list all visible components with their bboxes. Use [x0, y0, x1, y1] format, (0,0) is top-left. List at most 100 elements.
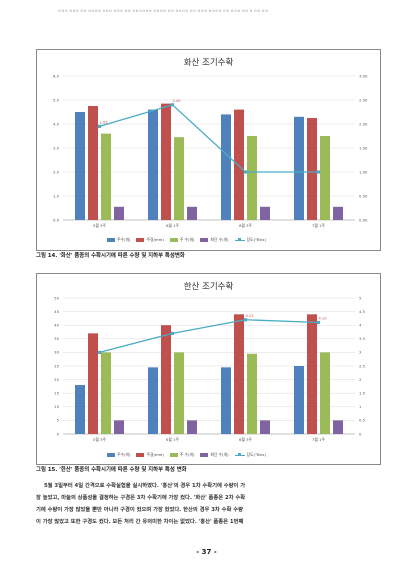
line-series: [99, 319, 319, 354]
y2-tick-label: 1.5: [359, 391, 366, 396]
legend-label: 주 수(개): [179, 237, 195, 242]
chart-title: 한산 조기수확: [183, 282, 234, 292]
y2-tick-label: 2.5: [359, 363, 366, 368]
y-tick-label: 1.0: [53, 193, 60, 198]
page-number: - 37 -: [196, 548, 217, 556]
y-tick-label: 5.0: [53, 97, 60, 102]
x-tick-label: 7월 1주: [312, 223, 326, 228]
y2-tick-label: 1.00: [359, 169, 368, 174]
data-label: 4.10: [318, 316, 327, 320]
y-tick-label: 2.0: [53, 169, 60, 174]
y-tick-label: 5: [57, 418, 60, 423]
bar: [101, 133, 111, 220]
legend-label: 주 수(개): [179, 452, 195, 457]
y2-tick-label: 3.00: [359, 73, 368, 78]
bar: [161, 325, 171, 434]
legend-item: 주경(mm): [136, 237, 164, 243]
legend-item: 당도(°Brix): [234, 237, 266, 243]
legend-label: 주경(mm): [146, 452, 164, 457]
bar: [187, 420, 197, 434]
legend-swatch: [136, 238, 145, 242]
bar: [221, 114, 231, 220]
y-tick-label: 10: [54, 404, 59, 409]
legend-item: 주수(개): [107, 452, 130, 458]
y-tick-label: 25: [54, 363, 59, 368]
y2-tick-label: 0: [359, 431, 362, 436]
legend-label: 주경(mm): [146, 237, 164, 242]
y2-tick-label: 2: [359, 377, 362, 382]
y2-tick-label: 1.50: [359, 145, 368, 150]
x-tick-label: 6월 1주: [166, 437, 180, 442]
x-tick-label: 7월 1주: [312, 437, 326, 442]
line-point: [97, 124, 102, 128]
bar: [88, 333, 98, 434]
bar: [247, 136, 257, 220]
body-line: 기에 수량이 가장 많았을 뿐만 아니라 구경이 컸으며 가장 컸었다. 한산의…: [36, 507, 243, 513]
figure-caption-15: 그림 15. '한산' 품종의 수확시기에 따른 수량 및 지하부 특성 변화: [36, 467, 187, 473]
bar: [161, 103, 171, 220]
running-header: ㅇㅇㅇ ㅇㅇㅇ ㅇㅇ ㅇㅇㅇㅇ ㅇㅇㅇ ㅇㅇㅇ ㅇㅇ ㅇㅇㅇㅇㅇㅇ ㅇㅇㅇㅇ ㅇ…: [58, 9, 269, 13]
legend-swatch: [136, 453, 145, 457]
bar: [174, 137, 184, 220]
legend-swatch: [107, 453, 115, 457]
bar: [75, 385, 85, 434]
bar: [333, 420, 343, 434]
x-tick-label: 5월 3주: [93, 437, 107, 442]
bar: [174, 352, 184, 434]
body-line: 이 가장 많았고 또한 구경도 컸다. 모든 처리 간 유의미한 차이는 없었다…: [36, 519, 244, 525]
bar: [234, 109, 244, 220]
body-paragraph: 5월 3일부터 4일 간격으로 수확실험을 실시하였다. '홍산'의 경우 1차…: [36, 480, 379, 528]
x-tick-label: 6월 1주: [166, 223, 180, 228]
bar: [260, 206, 270, 220]
legend-label: 최단 수(개): [210, 237, 229, 242]
legend-swatch: [169, 238, 178, 242]
figure-caption-14: 그림 14. '화산' 품종의 수확시기에 따른 수량 및 지하부 특성변화: [36, 253, 185, 259]
data-label: 4.22: [245, 314, 253, 318]
y2-tick-label: 1: [359, 404, 362, 409]
y-tick-label: 30: [54, 350, 59, 355]
bar: [307, 118, 317, 220]
y-tick-label: 50: [54, 295, 59, 300]
bar: [75, 112, 85, 220]
data-label: 2.40: [172, 99, 181, 103]
bar: [320, 352, 330, 434]
bar: [294, 116, 304, 220]
y-tick-label: 35: [54, 336, 59, 341]
y2-tick-label: 4: [359, 323, 362, 328]
legend-label: 당도(°Brix): [246, 237, 266, 242]
y2-tick-label: 2.00: [359, 121, 368, 126]
legend-swatch: [200, 453, 209, 457]
line-point: [316, 320, 321, 325]
legend-item: 최단 수(개): [200, 237, 229, 243]
bar: [221, 367, 231, 434]
legend-item: 주수(개): [107, 237, 130, 243]
y-tick-label: 40: [54, 323, 59, 328]
legend-item: 주 수(개): [169, 237, 195, 243]
y2-tick-label: 0.5: [359, 418, 366, 423]
y2-tick-label: 3: [359, 350, 362, 355]
line-point: [243, 318, 248, 322]
y2-tick-label: 2.50: [359, 97, 368, 102]
legend-item: 주 수(개): [169, 452, 195, 458]
bar: [148, 367, 158, 434]
y2-tick-label: 3.5: [359, 336, 366, 341]
legend-swatch: [234, 238, 245, 242]
bar: [333, 206, 343, 220]
legend-swatch: [234, 453, 245, 457]
bar: [148, 109, 158, 220]
y-tick-label: 0: [57, 431, 60, 436]
y-tick-label: 0.0: [53, 217, 60, 222]
chart-legend: 주수(개) 주경(mm) 주 수(개) 최단 수(개) 당도(°Brix): [107, 237, 266, 243]
y-tick-label: 15: [54, 391, 59, 396]
bar: [247, 353, 257, 434]
chart-hwasan: 화산 조기수확 0.0 1.0 2.0 3.0 4.0 5.0 6.0 0.00 0.50 1.0…: [36, 49, 381, 251]
legend-item: 당도(°Brix): [234, 452, 266, 458]
y-tick-label: 20: [54, 377, 59, 382]
line-series: [99, 104, 319, 173]
legend-label: 최단 수(개): [210, 452, 229, 457]
data-label: 1.93: [99, 120, 107, 124]
body-line: 장 높았고, 마늘의 상품성을 결정하는 구경은 3차 수확기에 가장 컸다. …: [36, 495, 246, 501]
bar: [114, 206, 124, 220]
bar: [101, 352, 111, 434]
legend-item: 주경(mm): [136, 452, 164, 458]
